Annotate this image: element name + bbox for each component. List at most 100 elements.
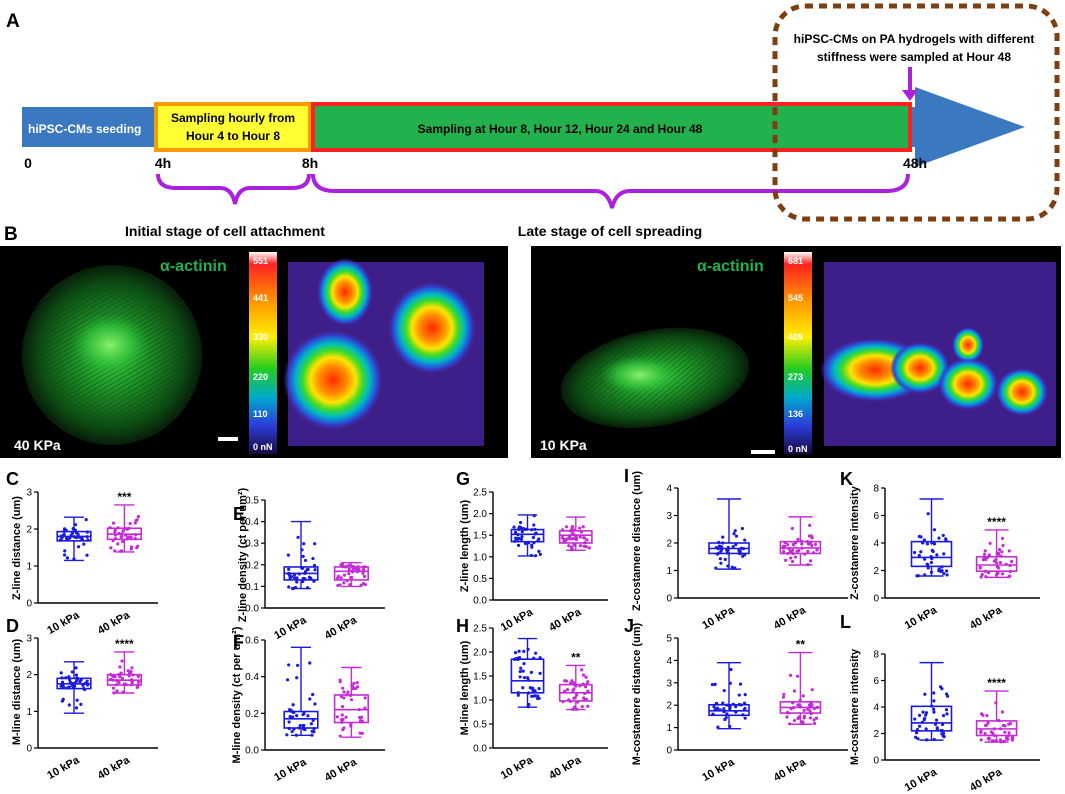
right-cbar-0: 0 nN xyxy=(788,444,808,454)
data-point xyxy=(109,672,113,677)
y-tick-label: 2.5 xyxy=(473,624,487,635)
panel-k: K 0 2 4 6 8 Z-costamere intensity 10 kPa 40 kPa *… xyxy=(840,469,1040,632)
y-tick-label: 0 xyxy=(873,756,879,767)
data-point xyxy=(537,537,541,541)
data-point xyxy=(74,535,79,540)
y-tick-label: 1 xyxy=(26,562,32,573)
data-point xyxy=(734,542,738,547)
data-point xyxy=(517,536,521,541)
category-label: 10 kPa xyxy=(272,756,309,784)
data-point xyxy=(85,530,90,534)
data-point xyxy=(339,576,343,580)
data-point xyxy=(923,573,927,577)
data-point xyxy=(513,530,518,534)
data-point xyxy=(940,722,945,727)
data-point xyxy=(536,696,540,701)
data-point xyxy=(1000,710,1005,714)
data-point xyxy=(722,689,726,693)
data-point xyxy=(129,683,134,687)
data-point xyxy=(112,691,116,695)
data-point xyxy=(731,702,735,706)
data-point xyxy=(342,696,346,700)
data-point xyxy=(989,730,993,734)
data-point xyxy=(980,572,984,577)
y-tick-label: 2 xyxy=(26,670,32,681)
data-point xyxy=(721,535,725,539)
data-point xyxy=(565,688,570,692)
data-point xyxy=(518,675,522,679)
data-point xyxy=(1001,543,1005,548)
data-point xyxy=(743,716,747,720)
data-point xyxy=(992,733,997,738)
right-cell-image xyxy=(561,327,749,429)
data-point xyxy=(136,674,140,679)
data-point xyxy=(583,685,588,689)
data-point xyxy=(785,715,789,719)
data-point xyxy=(727,704,732,708)
data-point xyxy=(355,680,359,685)
data-point xyxy=(124,683,128,687)
sampling-pointer-head xyxy=(902,90,918,101)
data-point xyxy=(523,541,528,546)
data-point xyxy=(116,542,120,546)
data-point xyxy=(302,542,306,546)
y-axis-label: Z-line density (ct per um²) xyxy=(237,487,249,622)
y-tick-label: 1 xyxy=(666,723,672,734)
data-point xyxy=(128,521,132,526)
data-point xyxy=(356,685,360,689)
data-point xyxy=(806,562,810,567)
data-point xyxy=(937,536,941,540)
data-point xyxy=(800,542,804,546)
data-point xyxy=(363,583,367,587)
data-point xyxy=(580,668,584,672)
data-point xyxy=(362,574,367,578)
y-axis-label: Z-costamere intensity xyxy=(849,485,861,600)
iqr-box xyxy=(975,555,1018,572)
box-10kpa xyxy=(910,661,953,742)
data-point xyxy=(349,724,353,728)
data-point xyxy=(790,559,795,564)
data-point xyxy=(807,703,812,707)
data-point xyxy=(719,561,723,565)
data-point xyxy=(712,705,716,709)
data-point xyxy=(120,532,124,536)
data-point xyxy=(70,670,74,674)
data-point xyxy=(738,682,743,686)
data-point xyxy=(728,707,732,711)
y-tick-label: 0 xyxy=(873,594,879,605)
data-point xyxy=(529,686,533,690)
data-point xyxy=(300,566,305,570)
data-point xyxy=(85,535,89,539)
right-cbar-681: 681 xyxy=(788,256,803,266)
data-point xyxy=(932,691,936,695)
data-point xyxy=(67,675,71,679)
data-point xyxy=(296,535,300,539)
data-point xyxy=(123,533,128,537)
data-point xyxy=(113,549,117,553)
data-point xyxy=(740,526,745,531)
data-point xyxy=(942,735,946,739)
data-point xyxy=(788,722,792,726)
data-point xyxy=(301,554,305,558)
data-point xyxy=(924,713,928,717)
data-point xyxy=(563,689,567,693)
data-point xyxy=(526,647,530,651)
data-point xyxy=(915,727,920,732)
category-label: 10 kPa xyxy=(903,766,940,794)
data-point xyxy=(526,676,530,680)
data-point xyxy=(1001,723,1005,728)
box-10kpa xyxy=(708,661,750,730)
data-point xyxy=(790,526,794,531)
data-point xyxy=(932,710,936,714)
data-point xyxy=(800,720,805,724)
data-point xyxy=(133,536,137,541)
box-10kpa xyxy=(708,498,750,570)
data-point xyxy=(915,574,919,578)
data-point xyxy=(806,707,810,711)
data-point xyxy=(569,681,573,685)
data-point xyxy=(347,567,351,571)
data-point xyxy=(291,715,295,719)
box-40kpa xyxy=(558,664,593,712)
data-point xyxy=(341,686,345,690)
y-tick-label: 4 xyxy=(873,539,879,550)
